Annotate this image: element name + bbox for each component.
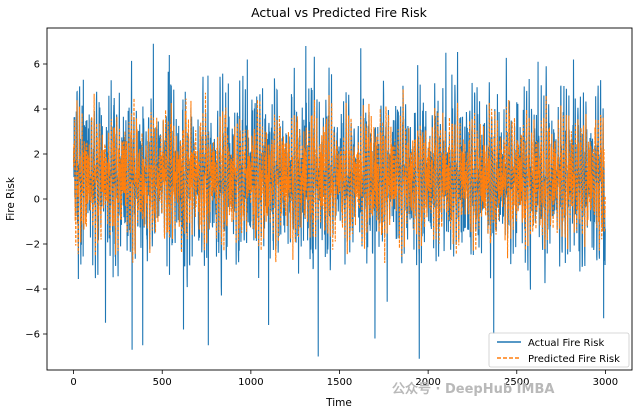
legend: Actual Fire Risk Predicted Fire Risk — [488, 332, 630, 368]
y-axis-ticks: −6 −4 −2 0 2 4 6 — [25, 60, 47, 341]
x-tick-label: 1500 — [327, 377, 352, 388]
y-axis-label: Fire Risk — [5, 176, 17, 221]
x-tick-label: 1000 — [238, 377, 263, 388]
y-tick-label: −6 — [25, 330, 40, 341]
y-tick-label: 4 — [34, 105, 40, 116]
legend-label-actual: Actual Fire Risk — [528, 338, 604, 349]
chart-title: Actual vs Predicted Fire Risk — [251, 5, 428, 20]
x-tick-label: 2000 — [415, 377, 440, 388]
x-tick-label: 3000 — [593, 377, 618, 388]
legend-label-predicted: Predicted Fire Risk — [528, 354, 620, 365]
y-tick-label: 0 — [34, 195, 40, 206]
legend-box — [488, 332, 630, 368]
x-axis-ticks: 0 500 1000 1500 2000 2500 3000 — [70, 370, 618, 388]
x-axis-label: Time — [325, 397, 352, 409]
y-tick-label: −4 — [25, 285, 40, 296]
watermark-text: 公众号 · DeepHub IMBA — [392, 381, 554, 397]
y-tick-label: 6 — [34, 60, 40, 71]
x-tick-label: 2500 — [504, 377, 529, 388]
series-line-predicted — [73, 89, 606, 264]
y-tick-label: −2 — [25, 240, 40, 251]
y-tick-label: 2 — [34, 150, 40, 161]
x-tick-label: 500 — [153, 377, 172, 388]
x-tick-label: 0 — [70, 377, 76, 388]
series-layer — [73, 43, 606, 359]
